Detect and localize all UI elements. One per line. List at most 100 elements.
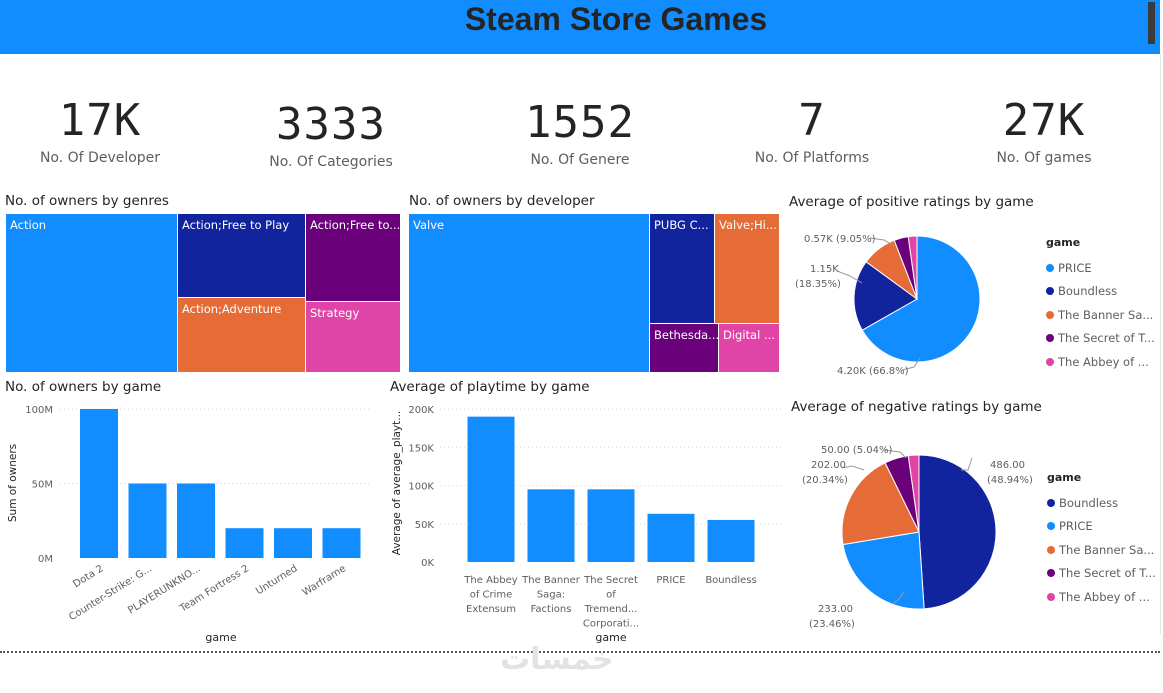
legend-dot xyxy=(1047,498,1055,507)
bar[interactable] xyxy=(177,483,215,559)
treemap-tile[interactable]: Action;Free to... xyxy=(305,213,401,302)
bar[interactable] xyxy=(80,409,118,558)
kpi-platforms: 7 No. Of Platforms xyxy=(702,92,922,166)
negative-pie-title: Average of negative ratings by game xyxy=(791,399,1042,415)
y-tick-label: 100K xyxy=(408,482,434,493)
kpi-games: 27K No. Of games xyxy=(934,92,1154,166)
treemap-tile-label: Action;Free to... xyxy=(310,218,401,232)
treemap-tile-label: PUBG C... xyxy=(654,218,709,232)
treemap-tile[interactable]: Strategy xyxy=(305,301,401,373)
legend-item[interactable]: Boundless xyxy=(1046,280,1155,304)
pie-slice-0[interactable] xyxy=(861,235,981,363)
bar[interactable] xyxy=(527,489,575,562)
treemap-tile[interactable]: Action;Adventure xyxy=(177,297,306,373)
page-bottom-divider xyxy=(0,651,1160,653)
pie-slice-0[interactable] xyxy=(918,454,997,610)
watermark: خمسات xyxy=(500,642,614,677)
legend-dot xyxy=(1046,357,1054,366)
kpi-label: No. Of games xyxy=(996,150,1092,166)
treemap-tile[interactable]: PUBG C... xyxy=(649,213,715,324)
legend-item[interactable]: The Banner Sa... xyxy=(1046,303,1155,327)
legend-item[interactable]: PRICE xyxy=(1047,515,1156,539)
pie-slice-1[interactable] xyxy=(853,261,918,331)
kpi-label: No. Of Platforms xyxy=(754,150,870,166)
positive-ratings-pie: 0.57K (9.05%) 1.15K (18.35%) 4.20K (66.8… xyxy=(795,234,981,377)
treemap-tile[interactable]: Action;Free to Play xyxy=(177,213,306,298)
legend-label: Boundless xyxy=(1059,495,1119,510)
legend-dot xyxy=(1047,592,1055,601)
pie-data-label: 1.15K xyxy=(810,264,839,275)
bar[interactable] xyxy=(322,528,361,558)
x-tick-label: Dota 2 xyxy=(71,563,105,590)
owners-bar-title: No. of owners by game xyxy=(5,379,162,395)
pie-slice-4[interactable] xyxy=(907,235,918,300)
pie-data-label: 50.00 (5.04%) xyxy=(821,445,892,456)
legend-item[interactable]: The Banner Sa... xyxy=(1047,538,1156,562)
x-tick-label: The Banner Saga: Factions xyxy=(521,575,581,615)
y-axis-label: Average of average_playt... xyxy=(391,411,403,556)
bar[interactable] xyxy=(587,489,635,562)
bar[interactable] xyxy=(467,416,515,562)
legend-item[interactable]: The Secret of T... xyxy=(1046,327,1155,351)
header-scroll-handle[interactable] xyxy=(1148,2,1155,44)
kpi-genres: 1552 No. Of Genere xyxy=(470,94,690,168)
pie-data-label: 233.00 xyxy=(818,604,853,615)
kpi-label: No. Of Categories xyxy=(269,154,393,170)
pie-data-label: 486.00 xyxy=(990,460,1025,471)
kpi-value: 17K xyxy=(58,95,142,146)
legend-item[interactable]: The Abbey of ... xyxy=(1046,350,1155,374)
y-tick-label: 50M xyxy=(32,480,53,491)
legend-label: The Abbey of ... xyxy=(1058,354,1149,369)
legend-item[interactable]: The Abbey of ... xyxy=(1047,585,1156,609)
treemap-tile-label: Action xyxy=(10,218,47,232)
bar[interactable] xyxy=(647,513,695,562)
playtime-bar-title: Average of playtime by game xyxy=(390,379,590,395)
x-tick-label: Warframe xyxy=(301,563,349,598)
kpi-label: No. Of Developer xyxy=(39,150,161,166)
pie-data-label: (23.46%) xyxy=(809,619,855,630)
legend-dot xyxy=(1046,310,1054,319)
pie-slice-1[interactable] xyxy=(842,531,925,610)
pie-data-label: 202.00 xyxy=(811,460,846,471)
legend-label: PRICE xyxy=(1058,260,1092,275)
x-tick-label: Counter-Strike: G... xyxy=(67,563,154,623)
legend-item[interactable]: Boundless xyxy=(1047,491,1156,515)
x-tick-label: Unturned xyxy=(254,563,299,597)
y-tick-label: 0M xyxy=(38,554,53,565)
legend-label: PRICE xyxy=(1059,519,1093,534)
y-tick-label: 50K xyxy=(415,520,435,531)
pie-data-label: (48.94%) xyxy=(987,475,1033,486)
developer-treemap-title: No. of owners by developer xyxy=(409,193,595,209)
treemap-tile[interactable]: Action xyxy=(5,213,178,373)
genres-treemap-title: No. of owners by genres xyxy=(5,193,169,209)
treemap-tile[interactable]: Valve;Hi... xyxy=(714,213,780,324)
pie-data-label: 0.57K (9.05%) xyxy=(804,234,876,245)
x-axis-label: game xyxy=(595,631,626,644)
treemap-tile[interactable]: Valve xyxy=(408,213,650,373)
treemap-tile-label: Action;Free to Play xyxy=(182,218,290,232)
pie-slice-2[interactable] xyxy=(841,462,920,546)
treemap-tile-label: Valve xyxy=(413,218,445,232)
legend-label: The Secret of T... xyxy=(1059,566,1156,581)
bar[interactable] xyxy=(128,483,167,559)
y-tick-label: 100M xyxy=(25,405,53,416)
bar[interactable] xyxy=(225,528,264,558)
kpi-value: 27K xyxy=(1002,95,1086,146)
header-banner: Steam Store Games xyxy=(0,0,1160,54)
x-tick-label: Boundless xyxy=(705,575,756,586)
pie-data-label: (20.34%) xyxy=(802,475,848,486)
pie-leader-lines xyxy=(841,449,973,605)
bar[interactable] xyxy=(274,528,312,558)
pie-slice-4[interactable] xyxy=(907,454,920,533)
bar[interactable] xyxy=(707,519,755,562)
treemap-tile[interactable]: Digital ... xyxy=(718,323,780,373)
positive-pie-legend: game PRICE Boundless The Banner Sa... Th… xyxy=(1046,236,1155,374)
treemap-tile-label: Valve;Hi... xyxy=(719,218,777,232)
legend-item[interactable]: PRICE xyxy=(1046,256,1155,280)
x-tick-label: The Abbey of Crime Extensum xyxy=(463,575,517,615)
y-tick-label: 200K xyxy=(408,405,434,416)
treemap-tile[interactable]: Bethesda... xyxy=(649,323,719,373)
legend-label: The Abbey of ... xyxy=(1059,589,1150,604)
legend-dot xyxy=(1046,334,1054,343)
legend-item[interactable]: The Secret of T... xyxy=(1047,562,1156,586)
